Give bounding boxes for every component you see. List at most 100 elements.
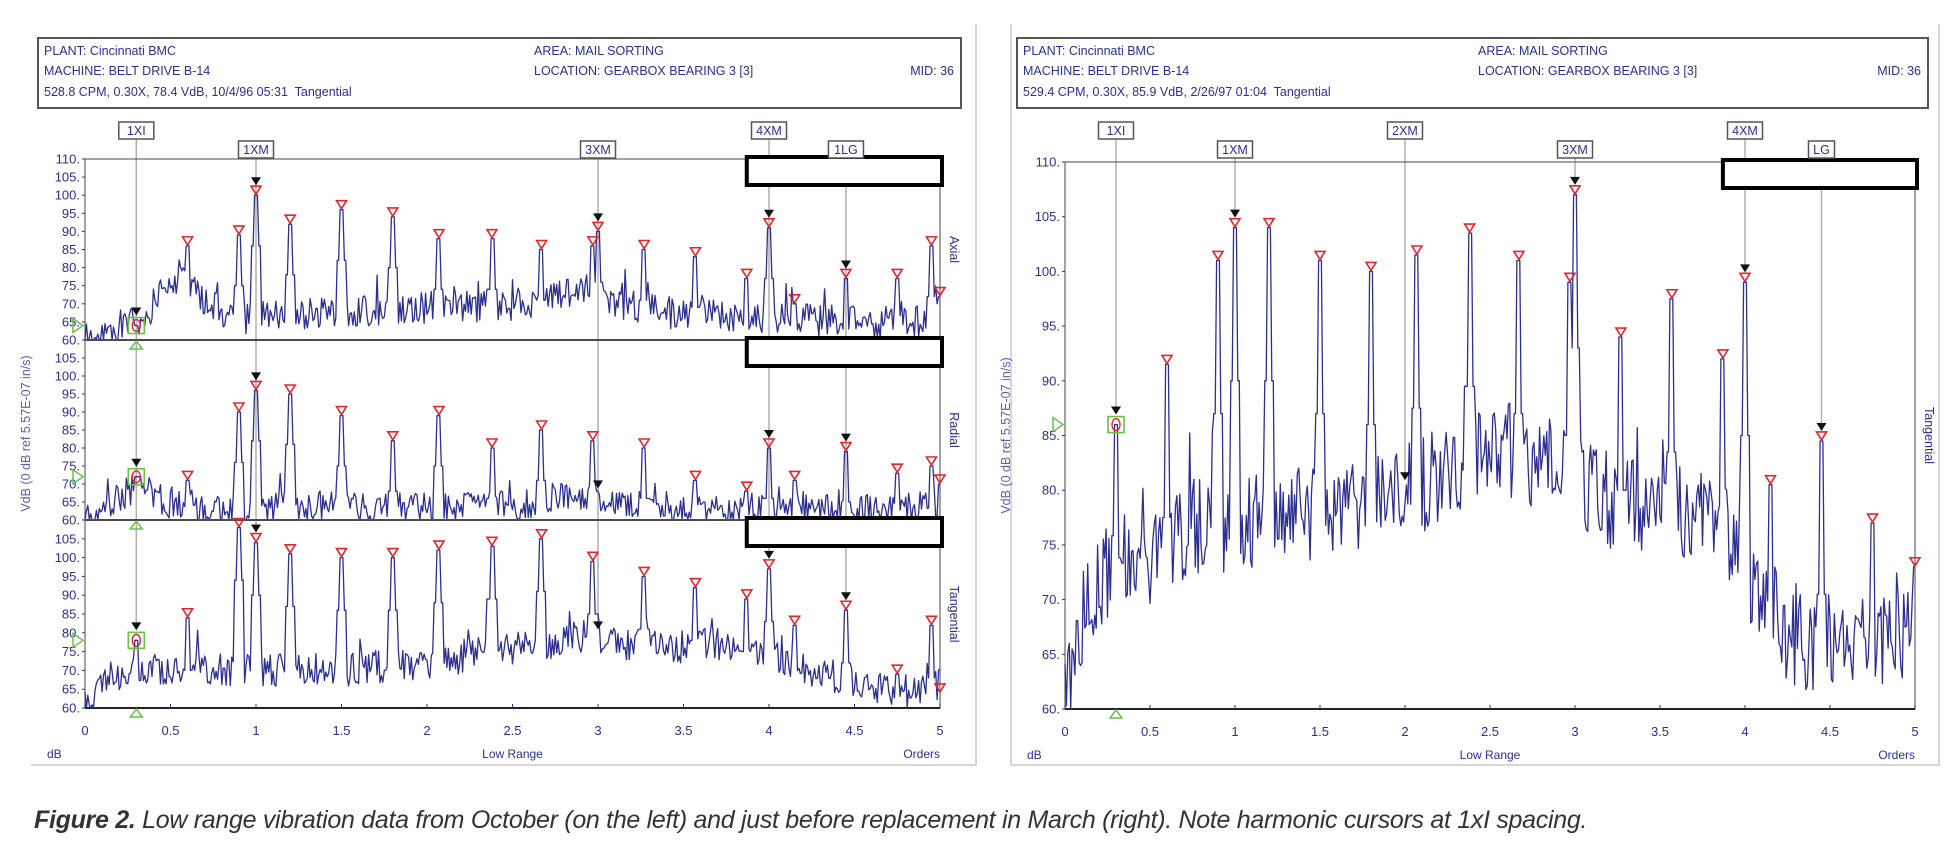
peak-marker	[788, 615, 802, 626]
y-tick-label: 65.	[62, 495, 80, 510]
blank-overlay-box	[744, 516, 945, 548]
peak-marker	[1815, 431, 1828, 442]
x-tick-label: 5	[1911, 724, 1918, 739]
cursor-label: 1XI	[127, 124, 146, 138]
x-tick-label: 0	[81, 723, 88, 738]
x-axis-title: Low Range	[482, 747, 543, 761]
cursor-marker-1xi	[131, 622, 142, 631]
x-tick-label: 3	[1571, 724, 1578, 739]
y-tick-label: 95.	[62, 569, 80, 584]
cursor-marker-1lg	[840, 433, 851, 442]
cursor-label: 1XM	[243, 143, 269, 157]
peak-marker	[1410, 245, 1424, 256]
y-tick-label: 95.	[62, 206, 80, 221]
cursor-marker-lg	[1816, 422, 1827, 431]
x-tick-label: 4.5	[845, 723, 863, 738]
spectrum-trace-tangential	[84, 526, 941, 709]
frequency-reference-marker	[128, 339, 144, 350]
peak-marker	[637, 239, 651, 251]
peak-marker	[432, 405, 446, 417]
peak-marker	[762, 438, 776, 449]
y-tick-label: 70.	[62, 296, 80, 311]
peak-marker	[586, 431, 600, 442]
peak-marker	[788, 470, 802, 481]
frequency-reference-marker	[128, 707, 144, 718]
peak-marker	[386, 431, 400, 442]
peak-marker	[335, 405, 348, 417]
spectrum-trace-axial	[84, 194, 940, 341]
cursor-label: 1XI	[1107, 124, 1126, 138]
left-chart-panel	[31, 24, 977, 766]
x-tick-label: 4	[765, 723, 772, 738]
plant-label: PLANT: Cincinnati BMC	[1023, 44, 1155, 58]
peak-marker	[1160, 354, 1174, 365]
y-tick-label: 105.	[1035, 209, 1060, 224]
peak-marker	[890, 268, 904, 279]
x-tick-label: 0.5	[1141, 724, 1159, 739]
y-tick-label: 60.	[62, 701, 80, 716]
y-unit-label: dB	[1027, 748, 1042, 762]
x-tick-label: 3	[594, 723, 601, 738]
cursor-marker-1xi	[1111, 406, 1121, 415]
cursor-marker-1xm	[1230, 209, 1240, 218]
peak-marker	[586, 236, 600, 247]
cursor-marker-1xm	[251, 177, 261, 186]
peak-marker	[249, 532, 263, 544]
y-tick-label: 95.	[1042, 319, 1060, 334]
level-reference-marker	[72, 317, 85, 334]
peak-marker	[740, 268, 754, 279]
cursor-marker-2xm	[1400, 472, 1410, 481]
y-tick-label: 90.	[62, 224, 80, 239]
y-axis-title: VdB (0 dB ref 5.57E-07 in/s)	[19, 355, 33, 511]
peak-marker	[232, 225, 246, 236]
peak-marker	[181, 607, 195, 619]
level-reference-marker	[1052, 416, 1065, 434]
reference-box-marker	[127, 316, 146, 335]
x-tick-label: 5	[936, 723, 943, 738]
peak-marker	[689, 246, 702, 258]
peak-marker	[925, 615, 938, 626]
y-tick-label: 60.	[1042, 702, 1060, 717]
peak-marker	[485, 536, 499, 547]
y-tick-label: 80.	[62, 260, 80, 275]
cursor-label: 4XM	[1732, 124, 1758, 138]
peak-marker	[181, 470, 195, 481]
peak-marker	[591, 221, 605, 232]
peak-marker	[933, 286, 947, 298]
spectrum-trace-radial	[84, 389, 940, 521]
y-tick-label: 75.	[62, 644, 80, 659]
y-tick-label: 105.	[55, 351, 80, 366]
peak-marker	[386, 547, 400, 559]
cursor-marker-3xm	[593, 480, 603, 489]
cursor-label-box	[1726, 121, 1764, 140]
cursor-label: 3XM	[585, 143, 611, 157]
reference-box-marker	[1107, 415, 1125, 434]
y-tick-label: 75.	[1042, 537, 1060, 552]
reference-point-marker	[131, 470, 142, 484]
level-reference-marker	[72, 468, 85, 486]
peak-marker	[1563, 272, 1577, 283]
peak-marker	[432, 540, 446, 551]
reference-point-marker	[1111, 417, 1121, 432]
x-unit-label: Orders	[903, 747, 940, 761]
caption-text: Low range vibration data from October (o…	[135, 806, 1588, 834]
blank-overlay-box	[744, 336, 945, 368]
x-unit-label: Orders	[1878, 748, 1915, 762]
cursor-label: LG	[1813, 143, 1830, 157]
y-tick-label: 80.	[62, 441, 80, 456]
peak-marker	[762, 217, 776, 229]
x-tick-label: 4.5	[1821, 724, 1839, 739]
y-tick-label: 100.	[55, 188, 80, 203]
y-tick-label: 105.	[55, 170, 80, 185]
peak-marker	[535, 420, 549, 431]
y-tick-label: 100.	[55, 550, 80, 565]
peak-marker	[890, 463, 904, 474]
caption-label: Figure 2.	[34, 806, 136, 834]
y-tick-label: 85.	[1042, 428, 1060, 443]
y-tick-label: 90.	[1042, 373, 1060, 388]
peak-marker	[788, 294, 802, 305]
peak-marker	[740, 481, 754, 492]
reading-label: 528.8 CPM, 0.30X, 78.4 VdB, 10/4/96 05:3…	[44, 85, 352, 99]
series-name-label: Tangential	[947, 586, 961, 643]
